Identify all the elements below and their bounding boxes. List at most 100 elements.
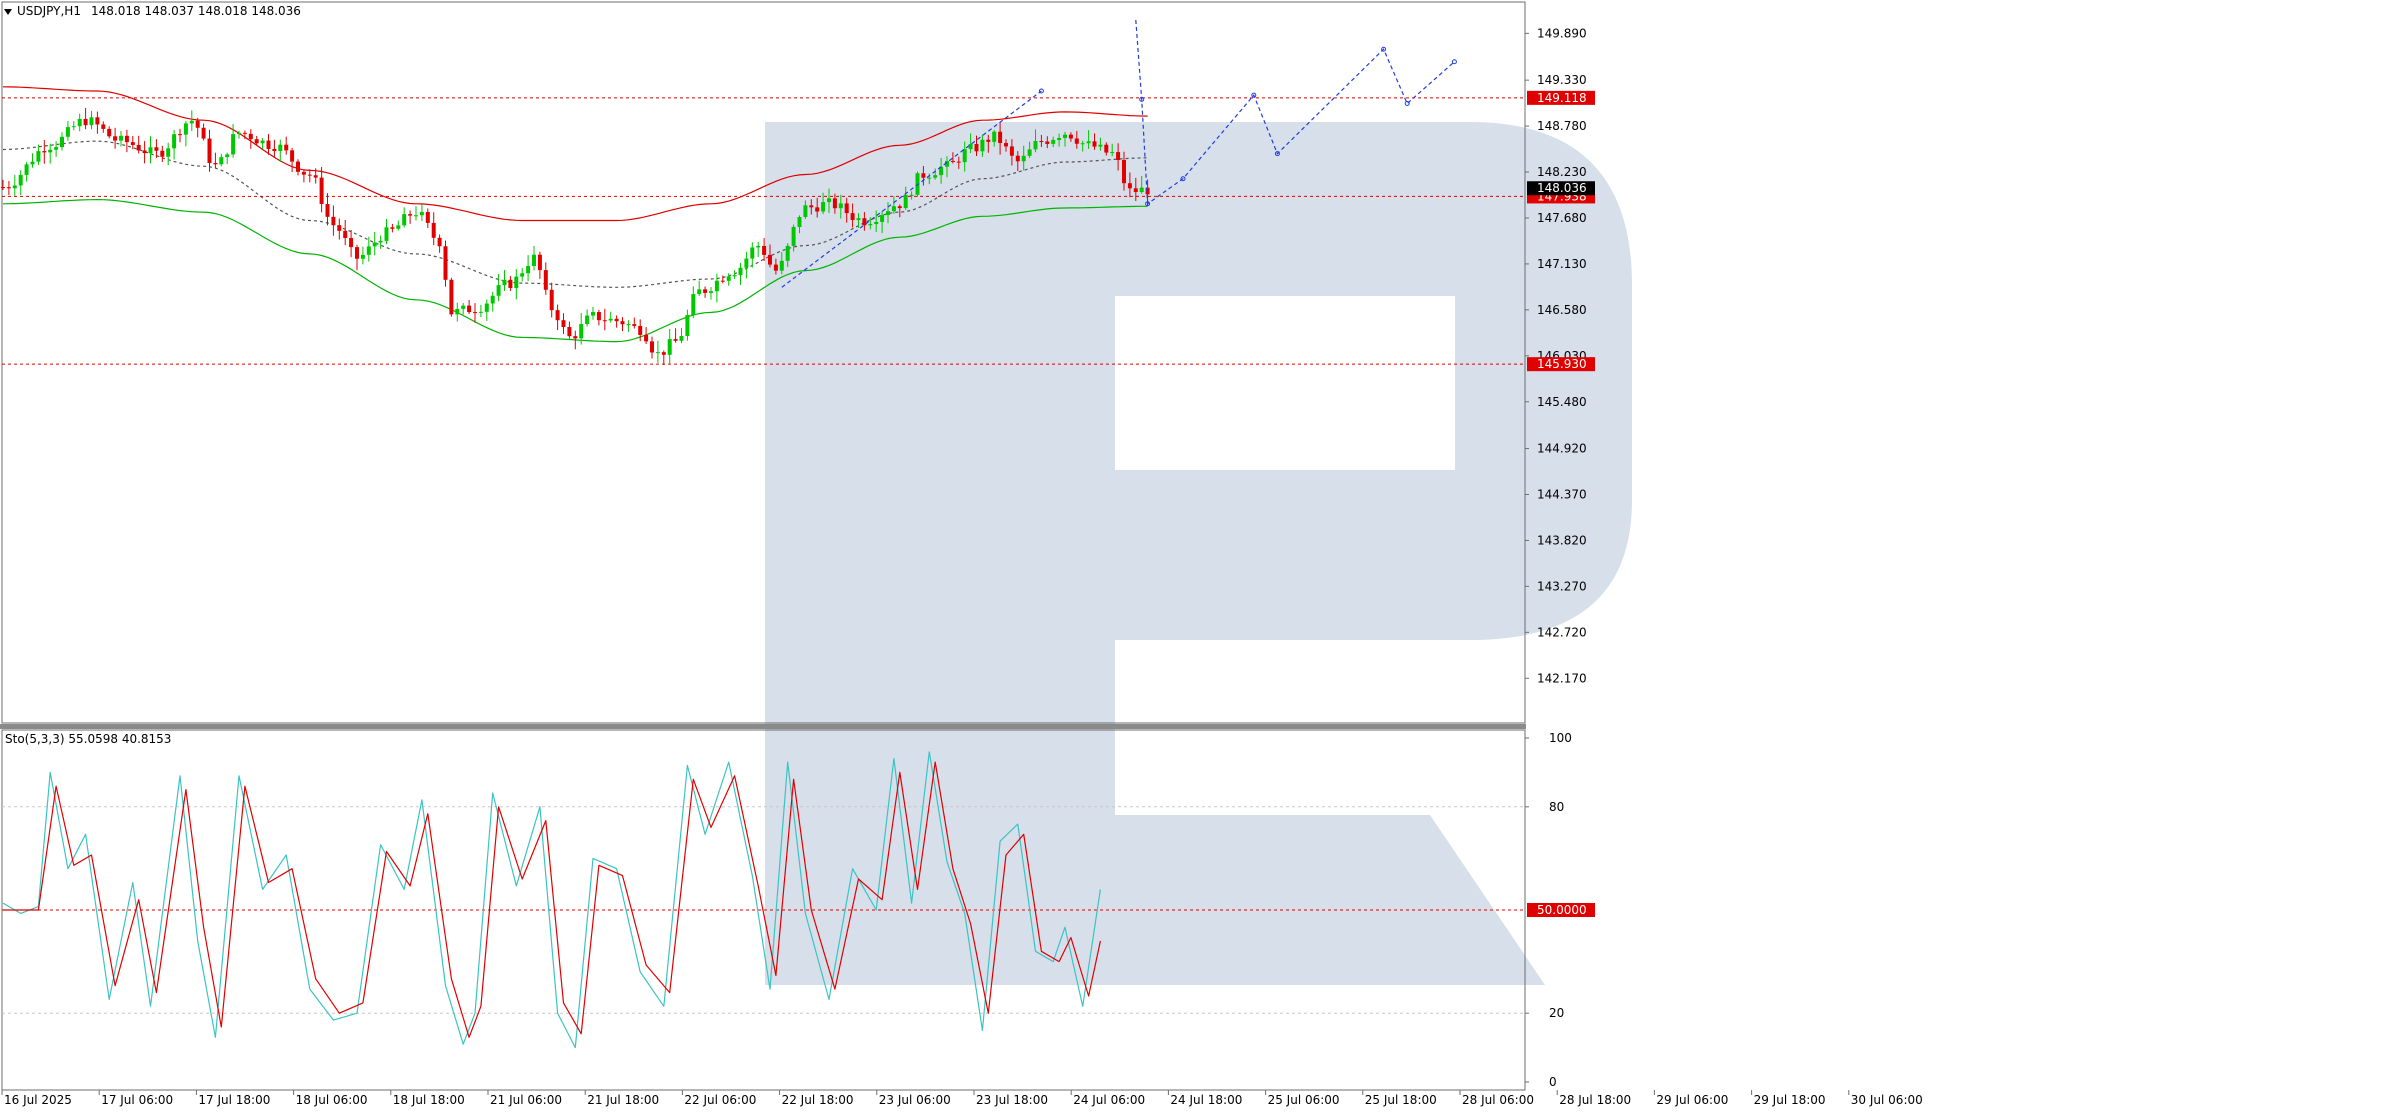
bear-candle (620, 321, 625, 325)
horizontal-levels (2, 97, 1525, 365)
bull-candle (189, 120, 194, 124)
forecast-node (1381, 46, 1387, 52)
price-level-tag-label: 145.930 (1537, 357, 1587, 371)
bear-candle (998, 131, 1003, 144)
bear-candle (343, 230, 348, 239)
bear-candle (431, 222, 436, 238)
watermark-logo (765, 122, 1632, 985)
forecast-node (1180, 176, 1186, 182)
bull-candle (378, 240, 383, 243)
bull-candle (585, 315, 590, 325)
bull-candle (679, 336, 684, 341)
bull-candle (791, 227, 796, 246)
forecast-node (1038, 88, 1044, 94)
bear-candle (1045, 141, 1050, 144)
bear-candle (319, 177, 324, 205)
time-tick-label: 24 Jul 18:00 (1170, 1093, 1242, 1107)
bear-candle (508, 279, 513, 288)
bull-candle (933, 175, 938, 178)
bull-candle (1098, 144, 1103, 147)
bear-candle (207, 138, 212, 164)
bull-candle (172, 134, 177, 149)
time-tick-label: 17 Jul 18:00 (198, 1093, 270, 1107)
panel-separator[interactable] (0, 724, 1526, 729)
bear-candle (160, 150, 165, 157)
bear-candle (390, 227, 395, 229)
stochastic-tick-label: 100 (1549, 731, 1572, 745)
bull-candle (1110, 152, 1115, 154)
bull-candle (827, 198, 831, 203)
bull-candle (1139, 187, 1144, 193)
price-tick-label: 142.720 (1537, 625, 1587, 639)
forecast-node (1274, 151, 1280, 157)
bull-candle (1063, 134, 1067, 138)
bull-candle (18, 174, 23, 186)
bull-candle (520, 273, 525, 277)
bull-candle (455, 308, 460, 315)
bear-candle (313, 175, 318, 178)
bull-candle (838, 203, 843, 209)
bear-candle (467, 305, 472, 313)
bull-candle (183, 123, 188, 135)
bull-candle (396, 225, 401, 229)
bear-candle (266, 140, 271, 149)
bull-candle (714, 280, 719, 292)
bear-candle (284, 144, 289, 151)
bear-candle (773, 264, 778, 271)
dropdown-triangle-icon[interactable] (4, 9, 12, 15)
bull-candle (71, 126, 76, 128)
bear-candle (95, 117, 100, 125)
bear-candle (296, 161, 300, 172)
bull-candle (909, 194, 914, 196)
bear-candle (567, 327, 572, 337)
bull-candle (119, 135, 123, 141)
bear-candle (1068, 134, 1073, 139)
time-axis: 16 Jul 2025 17 Jul 06:00 17 Jul 18:00 18 Ju… (1, 1090, 1923, 1107)
bear-candle (1074, 138, 1079, 144)
bull-candle (697, 289, 702, 295)
bull-candle (992, 131, 997, 142)
bear-candle (950, 160, 955, 162)
bull-candle (237, 132, 241, 135)
symbol-header[interactable]: USDJPY,H1 148.018 148.037 148.018 148.03… (4, 4, 301, 18)
bull-candle (278, 144, 283, 152)
bear-candle (573, 336, 578, 339)
stochastic-level-tag (1527, 903, 1595, 917)
bear-candle (862, 218, 867, 226)
bear-candle (1092, 141, 1097, 147)
bear-candle (1116, 152, 1121, 161)
bear-candle (331, 216, 336, 226)
bear-candle (142, 150, 147, 154)
time-tick-label: 23 Jul 18:00 (976, 1093, 1048, 1107)
time-tick-label: 28 Jul 18:00 (1559, 1093, 1631, 1107)
bull-candle (779, 260, 784, 271)
bull-candle (48, 149, 53, 153)
price-tick-label: 147.680 (1537, 211, 1587, 225)
forecast-lines (781, 19, 1457, 288)
bull-candle (502, 279, 507, 286)
bull-candle (30, 161, 35, 165)
bear-candle (555, 310, 560, 321)
bear-candle (1122, 160, 1126, 184)
bull-candle (856, 218, 861, 221)
bull-candle (655, 352, 660, 354)
time-tick-label: 23 Jul 06:00 (879, 1093, 951, 1107)
bull-candle (927, 177, 932, 179)
bear-candle (762, 245, 767, 255)
bear-candle (83, 118, 88, 126)
stochastic-main-line (2, 751, 1101, 1049)
price-tick-label: 146.580 (1537, 303, 1587, 317)
forecast-path (781, 90, 1042, 288)
bull-candle (803, 205, 808, 218)
time-tick-label: 18 Jul 18:00 (393, 1093, 465, 1107)
time-tick-label: 16 Jul 2025 (4, 1093, 72, 1107)
bull-candle (1057, 137, 1062, 140)
time-tick-label: 18 Jul 06:00 (296, 1093, 368, 1107)
bull-candle (461, 305, 466, 309)
bull-candle (980, 139, 985, 152)
bear-candle (1004, 143, 1008, 147)
bear-candle (355, 247, 359, 259)
